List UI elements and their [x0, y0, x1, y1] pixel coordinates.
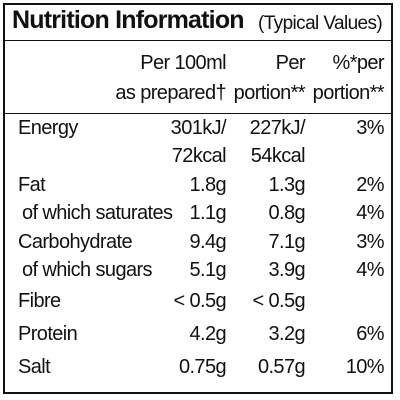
cell-value: 1.3g [268, 174, 305, 196]
column-header: as prepared† [115, 82, 226, 104]
row-label: Fat [18, 174, 46, 196]
cell-value: < 0.5g [173, 290, 226, 312]
cell-value: 0.75g [178, 356, 227, 378]
cell-value: 227kJ/ [249, 117, 306, 139]
label-border [3, 3, 393, 394]
cell-value: 7.1g [268, 231, 305, 253]
cell-value: 3.9g [268, 259, 305, 281]
cell-value: 9.4g [189, 231, 226, 253]
subtitle: (Typical Values) [258, 13, 383, 34]
cell-value: 54kcal [250, 145, 306, 167]
column-header: portion** [312, 82, 385, 104]
column-header: %*per [332, 52, 385, 74]
cell-value: 4% [356, 202, 384, 224]
cell-value: 4% [356, 259, 384, 281]
cell-value: 301kJ/ [170, 117, 227, 139]
cell-value: 1.1g [189, 202, 226, 224]
row-label: Fibre [18, 290, 61, 312]
title-rule [5, 40, 391, 41]
column-header: Per [275, 52, 306, 74]
cell-value: 10% [345, 356, 385, 378]
row-label: Salt [18, 356, 51, 378]
column-header: Per 100ml [140, 52, 226, 74]
cell-value: 72kcal [171, 145, 227, 167]
cell-value: 5.1g [189, 259, 226, 281]
cell-value: 3% [356, 117, 384, 139]
sub-row-label: of which sugars [22, 259, 153, 281]
cell-value: 0.57g [257, 356, 306, 378]
cell-value: 6% [356, 323, 384, 345]
sub-row-label: of which saturates [22, 202, 173, 224]
column-header: portion** [233, 82, 306, 104]
cell-value: 0.8g [268, 202, 305, 224]
header-rule [5, 113, 391, 114]
cell-value: 4.2g [189, 323, 226, 345]
cell-value: 2% [356, 174, 384, 196]
row-label: Carbohydrate [18, 231, 133, 253]
cell-value: 3% [356, 231, 384, 253]
cell-value: 3.2g [268, 323, 305, 345]
row-label: Protein [18, 323, 78, 345]
row-label: Energy [18, 117, 78, 139]
title: Nutrition Information [12, 6, 245, 34]
cell-value: < 0.5g [252, 290, 305, 312]
cell-value: 1.8g [189, 174, 226, 196]
